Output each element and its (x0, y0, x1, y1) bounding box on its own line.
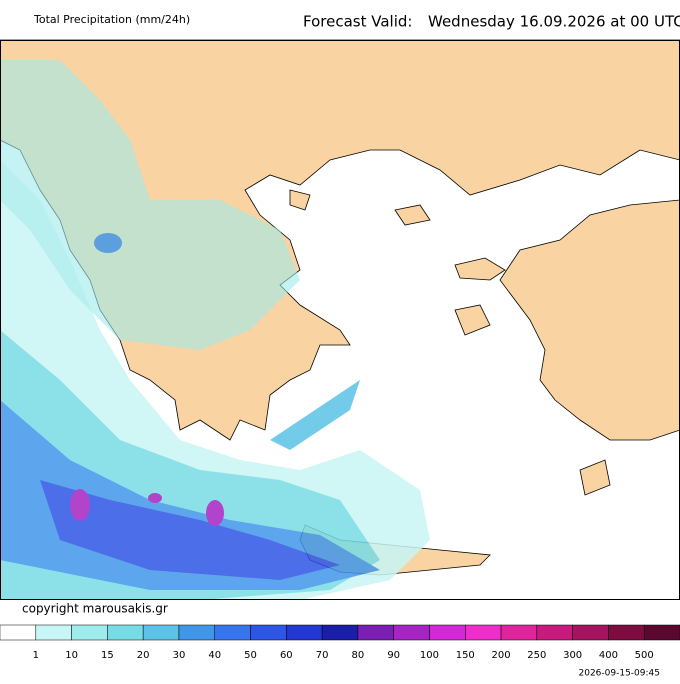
map (0, 39, 680, 600)
legend-label: 300 (563, 650, 582, 661)
legend-label: 20 (137, 650, 150, 661)
copyright: copyright marousakis.gr (22, 602, 168, 616)
legend-label: 250 (527, 650, 546, 661)
legend-label: 40 (208, 650, 221, 661)
timestamp: 2026-09-15-09:45 (579, 669, 661, 679)
legend-swatch (393, 624, 430, 641)
legend-label: 150 (456, 650, 475, 661)
forecast-label: Forecast Valid: (303, 13, 412, 31)
legend-swatch (321, 624, 359, 641)
legend-label: 80 (352, 650, 365, 661)
legend-swatch (536, 624, 573, 641)
islands (289, 189, 611, 496)
legend-label: 400 (599, 650, 618, 661)
legend-label: 15 (101, 650, 114, 661)
legend-swatch (178, 624, 215, 641)
legend-swatch (643, 624, 680, 641)
legend-label: 200 (492, 650, 511, 661)
title: Total Precipitation (mm/24h) (33, 13, 190, 26)
legend-swatch (608, 624, 645, 641)
legend-swatch (357, 624, 394, 641)
legend-label: 90 (387, 650, 400, 661)
legend-swatch (500, 624, 538, 641)
legend-swatch (142, 624, 180, 641)
legend-label: 30 (173, 650, 186, 661)
forecast-time: Wednesday 16.09.2026 at 00 UTC (428, 13, 680, 31)
legend-swatch (572, 624, 609, 641)
anatolia (499, 199, 680, 441)
legend-label: 70 (316, 650, 329, 661)
legend-swatch (214, 624, 251, 641)
legend-swatch (107, 624, 144, 641)
legend-swatch (286, 624, 323, 641)
legend-swatch (250, 624, 287, 641)
legend-label: 1 (33, 650, 39, 661)
legend: 1 10 15 20 30 40 50 60 70 80 90 100 150 200 250 300 400 5… (0, 624, 680, 661)
legend-swatch (429, 624, 466, 641)
precipitation (0, 60, 430, 600)
legend-label: 100 (420, 650, 439, 661)
legend-swatch (0, 624, 37, 641)
legend-label: 10 (65, 650, 78, 661)
legend-swatch (71, 624, 108, 641)
legend-label: 500 (635, 650, 654, 661)
legend-swatch (35, 624, 72, 641)
legend-swatch (465, 624, 502, 641)
legend-label: 60 (280, 650, 293, 661)
legend-label: 50 (244, 650, 257, 661)
